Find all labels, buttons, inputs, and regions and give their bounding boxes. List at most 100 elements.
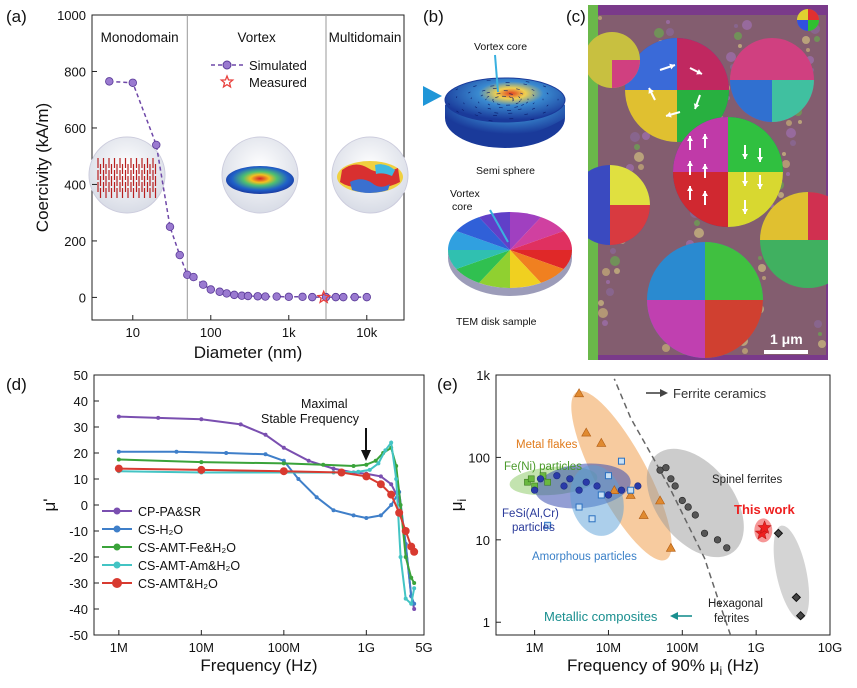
ytick-label-d: -40: [69, 602, 88, 617]
point-d: [351, 513, 356, 518]
domain-insets: [88, 136, 409, 214]
point-simulated: [152, 140, 161, 150]
point-fesi-al-cr-particles: [634, 482, 642, 490]
label-hexagonal-line1: Hexagonal: [708, 598, 763, 610]
point-amorphous-particles: [617, 457, 625, 465]
xtick-label-a: 10: [126, 325, 140, 340]
ytick-label-a: 1000: [57, 8, 86, 23]
axes-e: 1 10 100 1k 1M 10M 100M 1G 10G Frequency of 90% μ…: [447, 368, 842, 678]
particle-top-right: [730, 38, 814, 122]
point-fe-ni-particles: [544, 478, 551, 486]
ytick-label-d: 30: [74, 420, 88, 435]
point-metal-flakes: [596, 437, 607, 447]
point-metal-flakes: [625, 489, 636, 499]
point-d: [263, 452, 268, 457]
point-d: [378, 513, 383, 518]
point-fesi-al-cr-particles: [604, 491, 613, 499]
annotation-maximal: Maximal: [301, 397, 348, 411]
point-d: [197, 465, 206, 474]
ytick-label-a: 800: [64, 64, 86, 79]
ytick-label-d: 10: [74, 472, 88, 487]
point-simulated: [189, 272, 198, 282]
point-d: [412, 581, 417, 585]
legend-measured-label: Measured: [249, 75, 307, 90]
legend-label-d: CS-AMT-Fe&H₂O: [138, 541, 236, 555]
particle-center: [673, 117, 783, 227]
ylabel-a: Coercivity (kA/m): [33, 103, 52, 232]
label-feni-particles: Fe(Ni) particles: [504, 461, 582, 473]
arrow-head-to-panel-b: [423, 86, 442, 106]
point-fesi-al-cr-particles: [536, 475, 545, 483]
point-simulated: [199, 280, 208, 289]
point-simulated: [230, 290, 239, 300]
point-d: [263, 432, 268, 437]
label-ferrite-ceramics: Ferrite ceramics: [673, 386, 767, 401]
point-amorphous-particles: [604, 472, 612, 480]
point-spinel-ferrites: [700, 529, 709, 537]
legend-label-d: CP-PA&SR: [138, 505, 201, 519]
semi-sphere-caption: Semi sphere: [476, 165, 535, 177]
data-marks-e: [524, 388, 806, 621]
point-metal-flakes: [665, 542, 676, 552]
xtick-label-d: 5G: [415, 640, 432, 655]
series-line-d: [118, 446, 416, 584]
magnetization-arrows: [648, 63, 763, 214]
point-d: [331, 508, 336, 513]
point-d: [412, 607, 417, 611]
point-d: [314, 495, 319, 500]
point-amorphous-particles: [597, 491, 605, 499]
panel-label-d: (d): [6, 375, 27, 394]
point-d: [376, 461, 381, 466]
legend-simulated-marker: [222, 60, 232, 70]
point-simulated: [339, 292, 348, 302]
point-metal-flakes: [638, 509, 649, 519]
point-simulated: [331, 292, 340, 302]
snoek-limit-line: [613, 378, 732, 636]
group-labels-e: Metal flakes Fe(Ni) particles FeSi(Al,Cr) p…: [502, 386, 795, 625]
point-fesi-al-cr-particles: [566, 475, 574, 483]
point-d: [389, 503, 394, 507]
point-d: [174, 449, 179, 454]
point-d: [116, 449, 121, 454]
annotation-arrow-head: [361, 450, 371, 461]
point-hexagonal-ferrites: [791, 592, 802, 603]
point-d: [199, 417, 204, 422]
particle-right: [760, 192, 828, 288]
particle-top-left: [588, 32, 640, 88]
label-metallic-composites: Metallic composites: [544, 609, 658, 624]
point-d: [395, 508, 404, 517]
data-marks-d: [114, 414, 419, 611]
point-d: [306, 458, 311, 463]
particle-top-center: [625, 38, 729, 142]
point-fesi-al-cr-particles: [531, 486, 539, 494]
point-d: [389, 482, 394, 487]
point-simulated: [261, 292, 270, 301]
plot-frame-e: [495, 374, 831, 636]
xlabel-a: Diameter (nm): [194, 343, 303, 362]
legend-marker-d: [112, 578, 122, 588]
point-d: [362, 472, 371, 481]
point-simulated: [105, 77, 114, 86]
panel-e-snoek-chart: (e) 1 10 100 1k 1M 10M 100M 1G 10G Frequency of 9…: [437, 368, 842, 678]
point-simulated: [298, 292, 307, 302]
vortex-core-label-bottom-2: core: [452, 201, 473, 213]
point-d: [398, 503, 403, 507]
legend-a: Simulated Measured: [211, 58, 307, 90]
label-this-work: This work: [734, 502, 795, 517]
region-label-monodomain: Monodomain: [101, 30, 179, 45]
point-metal-flakes: [655, 495, 666, 505]
point-simulated: [243, 291, 253, 301]
point-d: [321, 462, 326, 467]
point-spinel-ferrites: [684, 503, 692, 511]
tem-disk-caption: TEM disk sample: [456, 316, 537, 328]
point-metal-flakes: [609, 485, 620, 495]
point-d: [394, 477, 399, 481]
point-measured: [316, 289, 332, 304]
point-fesi-al-cr-particles: [575, 486, 583, 494]
ytick-label-d: -30: [69, 576, 88, 591]
xtick-label-a: 10k: [356, 325, 377, 340]
point-d: [331, 466, 336, 471]
label-hexagonal-line2: ferrites: [714, 613, 749, 625]
point-d: [367, 467, 372, 472]
panel-label-e: (e): [437, 375, 458, 394]
